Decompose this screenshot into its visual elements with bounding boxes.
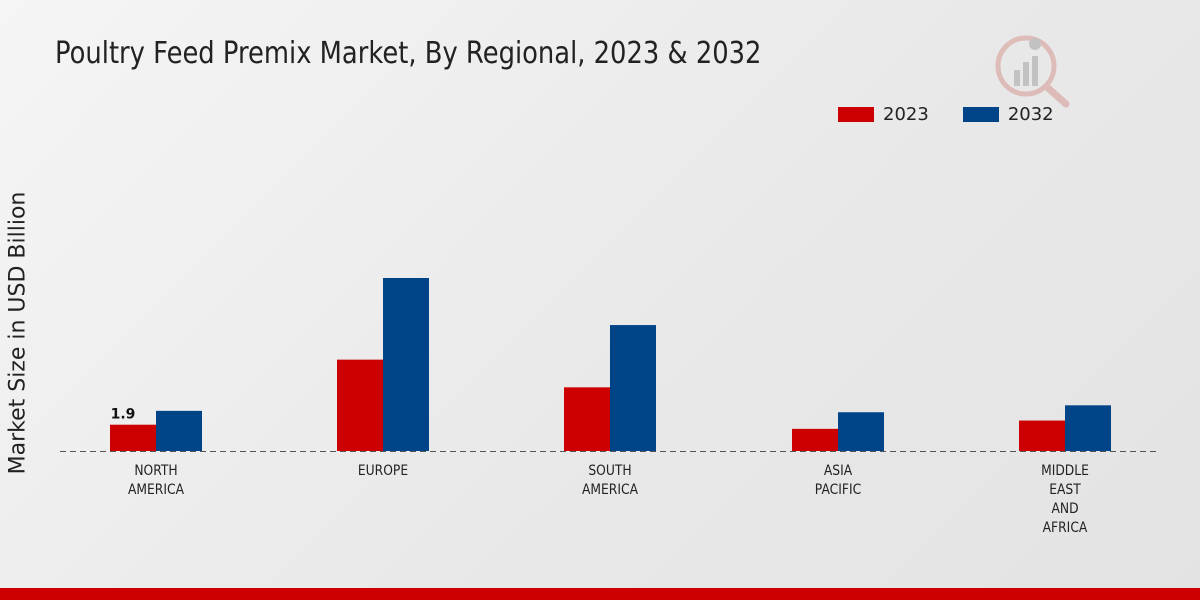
bottom-accent-bar (0, 588, 1200, 600)
bar-2032-2 (610, 325, 656, 451)
bar-2032-4 (1065, 405, 1111, 451)
bar-2023-0 (110, 424, 156, 451)
x-tick-label-1: EUROPE (358, 463, 408, 479)
bar-2023-2 (564, 387, 610, 451)
legend-item-2032[interactable]: 2032 (962, 104, 1054, 125)
bar-2032-0 (156, 410, 202, 451)
data-label-0: 1.9 (111, 407, 136, 423)
chart-legend: 2023 2032 (838, 104, 1088, 125)
bar-2032-3 (838, 412, 884, 451)
legend-item-2023[interactable]: 2023 (838, 104, 929, 125)
x-tick-label-3: ASIA PACIFIC (815, 463, 861, 498)
legend-swatch-2032 (962, 107, 999, 122)
legend-swatch-2023 (838, 107, 874, 122)
bar-2023-3 (792, 428, 838, 451)
x-tick-label-2: SOUTH AMERICA (582, 463, 638, 498)
legend-label-2023: 2023 (883, 104, 929, 125)
x-tick-label-0: NORTH AMERICA (128, 463, 184, 498)
chart-title: Poultry Feed Premix Market, By Regional,… (55, 36, 762, 71)
legend-label-2032: 2032 (1007, 104, 1054, 125)
bar-2023-1 (337, 359, 383, 451)
chart-magnifier-logo (995, 35, 1070, 108)
bar-2032-1 (383, 278, 429, 451)
bar-2023-4 (1019, 420, 1065, 451)
x-tick-label-4: MIDDLE EAST AND AFRICA (1041, 463, 1089, 536)
